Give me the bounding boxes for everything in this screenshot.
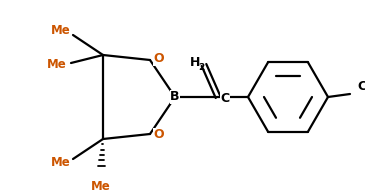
Text: B: B: [170, 91, 180, 104]
Text: Cl: Cl: [357, 79, 365, 92]
Text: Me: Me: [47, 58, 67, 71]
Text: 2: 2: [198, 63, 204, 73]
Text: Me: Me: [51, 156, 71, 169]
Text: H: H: [190, 57, 200, 70]
Text: C: C: [220, 92, 230, 105]
Text: O: O: [154, 53, 164, 66]
Text: O: O: [154, 129, 164, 142]
Text: Me: Me: [51, 23, 71, 36]
Text: Me: Me: [91, 180, 111, 191]
